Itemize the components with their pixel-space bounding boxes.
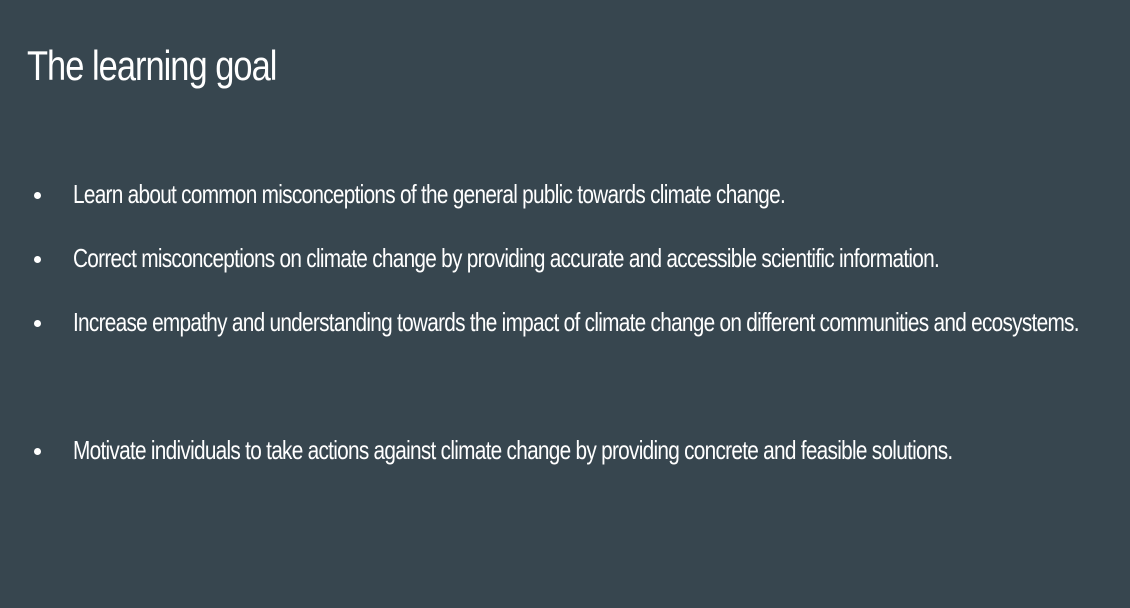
learning-goal-text: Correct misconceptions on climate change… bbox=[73, 243, 940, 273]
bullet-dot-icon bbox=[34, 320, 41, 327]
bullet-dot-icon bbox=[34, 256, 41, 263]
learning-goal-item: Increase empathy and understanding towar… bbox=[0, 290, 1130, 418]
learning-goal-text: Learn about common misconceptions of the… bbox=[73, 179, 786, 209]
learning-goal-text: Increase empathy and understanding towar… bbox=[73, 307, 1080, 337]
learning-goal-text: Motivate individuals to take actions aga… bbox=[73, 435, 953, 465]
slide-title: The learning goal bbox=[27, 42, 277, 89]
bullet-dot-icon bbox=[34, 448, 41, 455]
learning-goal-item: Correct misconceptions on climate change… bbox=[0, 226, 1130, 290]
bullet-dot-icon bbox=[34, 192, 41, 199]
learning-goals-list: Learn about common misconceptions of the… bbox=[0, 162, 1130, 482]
learning-goal-item: Motivate individuals to take actions aga… bbox=[0, 418, 1130, 482]
learning-goal-item: Learn about common misconceptions of the… bbox=[0, 162, 1130, 226]
